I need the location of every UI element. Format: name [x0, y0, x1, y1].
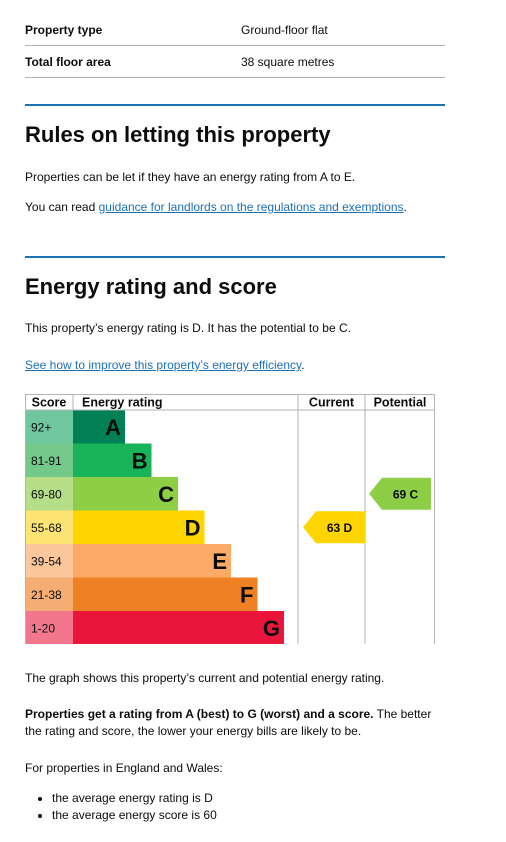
summary-value: 38 square metres	[241, 54, 335, 69]
rating-letter-a: A	[105, 415, 121, 440]
summary-row-property-type: Property type Ground-floor flat	[25, 14, 445, 46]
section-divider	[25, 104, 445, 106]
score-label-e: 39-54	[31, 554, 62, 568]
current-rating-label: 63 D	[327, 521, 353, 535]
graph-note: The graph shows this property’s current …	[25, 671, 385, 685]
rules-guidance-paragraph: You can read guidance for landlords on t…	[25, 199, 455, 216]
rating-bar-g	[73, 611, 284, 644]
rating-bar-e	[73, 544, 231, 578]
potential-rating-label: 69 C	[393, 487, 419, 501]
score-cell-f	[25, 577, 73, 611]
improve-suffix: .	[301, 358, 305, 372]
rating-letter-c: C	[158, 482, 174, 507]
rating-explanation: Properties get a rating from A (best) to…	[25, 706, 435, 741]
averages-list: the average energy rating is D the avera…	[25, 790, 217, 824]
rating-letter-b: B	[132, 448, 148, 473]
rating-bar-d	[73, 510, 205, 544]
score-cell-b	[25, 443, 73, 477]
rating-explanation-rest: The better the rating and score, the low…	[25, 707, 432, 739]
property-summary: Property type Ground-floor flat Total fl…	[25, 14, 445, 78]
guidance-prefix: You can read	[25, 200, 99, 214]
rating-bar-f	[73, 577, 258, 611]
score-cell-a	[25, 410, 73, 444]
score-cell-e	[25, 544, 73, 578]
list-item: the average energy score is 60	[52, 807, 217, 824]
rating-letter-e: E	[212, 549, 227, 574]
current-rating-arrow	[303, 511, 365, 544]
summary-key: Total floor area	[25, 54, 111, 69]
energy-heading: Energy rating and score	[25, 274, 277, 299]
rating-letter-d: D	[185, 515, 201, 540]
rules-paragraph: Properties can be let if they have an en…	[25, 170, 356, 184]
score-label-a: 92+	[31, 420, 51, 434]
summary-row-floor-area: Total floor area 38 square metres	[25, 46, 445, 78]
rating-bar-c	[73, 477, 178, 511]
score-label-c: 69-80	[31, 487, 62, 501]
section-divider	[25, 256, 445, 258]
potential-rating-arrow	[369, 477, 431, 510]
header-score: Score	[32, 396, 67, 410]
score-cell-d	[25, 510, 73, 544]
header-current: Current	[309, 396, 355, 410]
summary-value: Ground-floor flat	[241, 22, 328, 37]
improve-paragraph: See how to improve this property’s energ…	[25, 357, 455, 374]
score-label-b: 81-91	[31, 454, 62, 468]
score-label-d: 55-68	[31, 521, 62, 535]
rating-bar-b	[73, 443, 152, 477]
score-label-g: 1-20	[31, 621, 55, 635]
score-cell-c	[25, 477, 73, 511]
score-label-f: 21-38	[31, 588, 62, 602]
energy-rating-graph: Score Energy rating Current Potential 92+ A 81…	[25, 394, 435, 644]
header-energy-rating: Energy rating	[82, 396, 163, 410]
improve-efficiency-link[interactable]: See how to improve this property’s energ…	[25, 358, 302, 372]
summary-key: Property type	[25, 22, 103, 37]
graph-border	[25, 394, 435, 644]
score-cell-g	[25, 611, 73, 644]
rating-bar-a	[73, 410, 125, 444]
energy-rating-paragraph: This property’s energy rating is D. It h…	[25, 321, 351, 335]
guidance-suffix: .	[403, 200, 407, 214]
england-wales-intro: For properties in England and Wales:	[25, 761, 223, 775]
rules-heading: Rules on letting this property	[25, 122, 331, 147]
energy-rating-svg: Score Energy rating Current Potential 92+ A 81…	[25, 394, 435, 644]
guidance-link[interactable]: guidance for landlords on the regulation…	[98, 200, 404, 214]
rating-letter-g: G	[263, 616, 280, 641]
rating-letter-f: F	[240, 582, 253, 607]
header-potential: Potential	[374, 396, 427, 410]
rating-explanation-bold: Properties get a rating from A (best) to…	[25, 707, 374, 721]
list-item: the average energy rating is D	[52, 790, 217, 807]
